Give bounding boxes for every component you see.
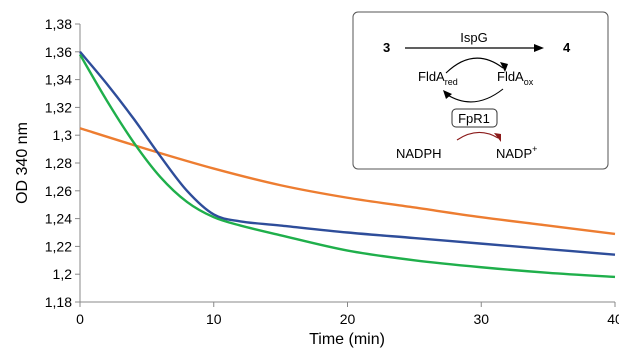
x-tick-label: 30 bbox=[473, 311, 489, 327]
flda-ox-label: FldAox bbox=[497, 69, 534, 87]
series-line-3 bbox=[78, 53, 616, 279]
electron-transfer-arc-bottom bbox=[445, 88, 504, 103]
x-tick-label: 20 bbox=[340, 311, 356, 327]
y-axis-title: OD 340 nm bbox=[14, 122, 31, 204]
electron-transfer-arc-top bbox=[445, 57, 504, 74]
x-tick-label: 40 bbox=[607, 311, 619, 327]
substrate-label: 3 bbox=[383, 40, 390, 55]
cofactor-arc bbox=[456, 131, 499, 141]
nadph-label: NADPH bbox=[396, 146, 442, 161]
reaction-scheme: 3 4 IspG FldAred FldAox FpR1 NADPH NADP+ bbox=[352, 11, 609, 170]
series-group bbox=[78, 51, 616, 279]
nadp-label: NADP+ bbox=[496, 144, 537, 161]
x-axis-ticks: 0 10 20 30 40 bbox=[76, 302, 619, 327]
enzyme-label: IspG bbox=[460, 30, 487, 45]
y-tick-label: 1,28 bbox=[45, 155, 72, 171]
x-tick-label: 0 bbox=[76, 311, 84, 327]
electron-transfer-arrowhead-bottom bbox=[443, 90, 452, 99]
y-tick-label: 1,32 bbox=[45, 99, 72, 115]
y-tick-label: 1,26 bbox=[45, 183, 72, 199]
fpr1-box bbox=[451, 108, 498, 128]
x-tick-label: 10 bbox=[206, 311, 222, 327]
y-tick-label: 1,38 bbox=[45, 16, 72, 32]
y-tick-label: 1,34 bbox=[45, 72, 72, 88]
fpr1-label: FpR1 bbox=[458, 111, 490, 126]
scheme-box bbox=[352, 11, 609, 170]
cofactor-arrowhead bbox=[494, 133, 501, 142]
series-line-1 bbox=[79, 127, 616, 236]
x-axis-title: Time (min) bbox=[309, 331, 385, 348]
y-tick-label: 1,36 bbox=[45, 44, 72, 60]
series-line-2 bbox=[79, 51, 616, 256]
y-tick-label: 1,24 bbox=[45, 211, 72, 227]
reaction-arrowhead bbox=[534, 44, 544, 52]
y-tick-label: 1,3 bbox=[53, 127, 73, 143]
y-axis-ticks: 1,18 1,2 1,22 1,24 1,26 1,28 1,3 1,32 1,34 1,36 1,… bbox=[45, 16, 80, 310]
product-label: 4 bbox=[563, 40, 571, 55]
electron-transfer-arrowhead-top bbox=[500, 62, 508, 72]
y-tick-label: 1,22 bbox=[45, 238, 72, 254]
y-tick-label: 1,18 bbox=[45, 294, 72, 310]
y-tick-label: 1,2 bbox=[53, 266, 73, 282]
flda-red-label: FldAred bbox=[418, 69, 458, 87]
